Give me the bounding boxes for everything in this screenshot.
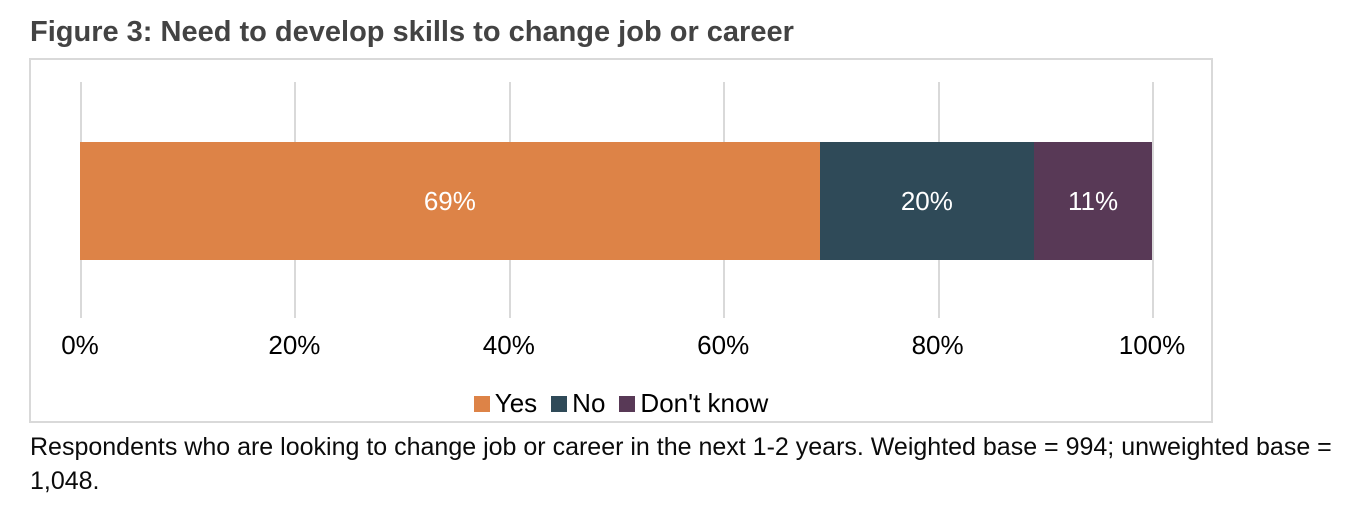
legend-swatch-icon — [473, 395, 490, 412]
gridline-100% — [1152, 82, 1154, 318]
bar-segment-don-t-know: 11% — [1034, 142, 1152, 260]
legend-swatch-icon — [551, 395, 568, 412]
legend-item-no: No — [551, 388, 605, 419]
x-tick-label: 0% — [61, 330, 99, 360]
bar-segment-no: 20% — [819, 142, 1035, 260]
x-tick-label: 40% — [482, 330, 535, 360]
legend-item-yes: Yes — [473, 388, 538, 419]
figure-caption: Respondents who are looking to change jo… — [30, 433, 1332, 495]
x-tick-label: 80% — [911, 330, 964, 360]
chart-plot-frame: 69% 20% 11% 0% 20% 40% 60% 80% 100% Yes No Don't … — [29, 58, 1213, 423]
bar-segment-value-label: 20% — [900, 185, 953, 216]
x-tick-label: 60% — [697, 330, 750, 360]
chart-legend: Yes No Don't know — [31, 388, 1211, 419]
x-axis-tick-labels: 0% 20% 40% 60% 80% 100% — [61, 330, 1185, 364]
legend-item-don-t-know: Don't know — [619, 388, 768, 419]
legend-label: Yes — [494, 388, 538, 418]
x-tick-label: 100% — [1118, 330, 1186, 360]
legend-label: No — [572, 388, 606, 418]
plot-area: 69% 20% 11% — [80, 82, 1154, 318]
stacked-bar: 69% 20% 11% — [80, 142, 1152, 260]
figure-title: Figure 3: Need to develop skills to chan… — [30, 16, 794, 48]
bar-segment-value-label: 11% — [1067, 185, 1119, 216]
bar-segment-yes: 69% — [80, 142, 820, 260]
legend-swatch-icon — [619, 395, 636, 412]
legend-label: Don't know — [640, 388, 769, 418]
x-tick-label: 20% — [268, 330, 321, 360]
bar-segment-value-label: 69% — [423, 185, 476, 216]
